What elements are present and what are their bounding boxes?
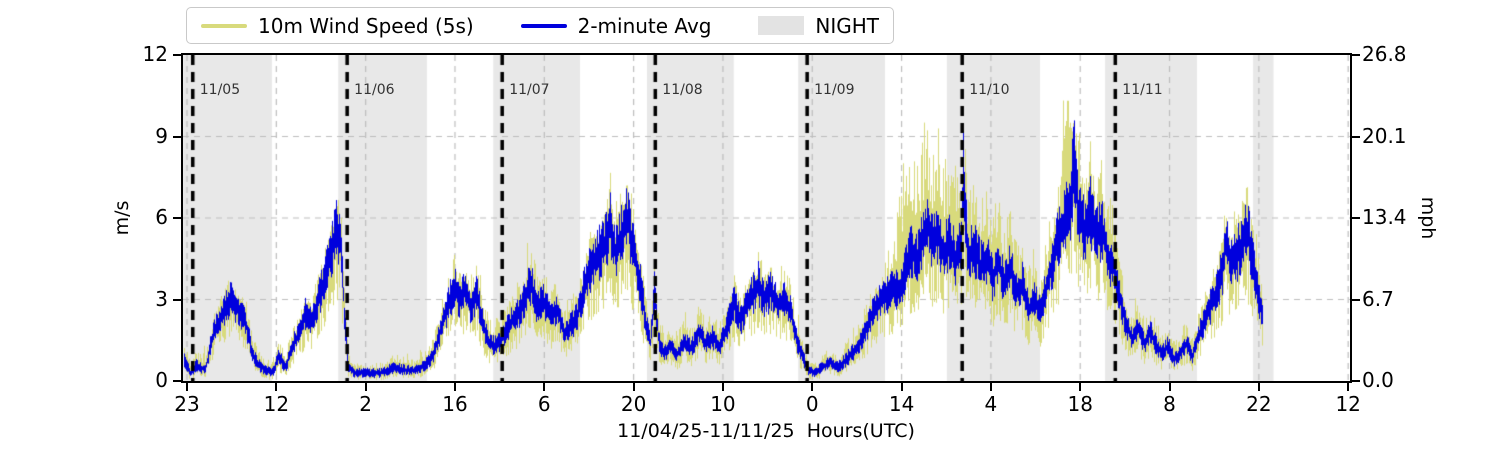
y-tick-mark-left xyxy=(173,217,181,219)
x-tick-mark xyxy=(811,383,814,391)
x-tick-label: 23 xyxy=(174,392,200,416)
date-annotation: 11/07 xyxy=(509,82,550,98)
x-tick-label: 10 xyxy=(710,392,736,416)
y-tick-mark-left xyxy=(173,54,181,56)
x-tick-label: 22 xyxy=(1246,392,1272,416)
y-tick-mark-right xyxy=(1352,54,1360,56)
y-tick-mark-right xyxy=(1352,217,1360,219)
x-tick-label: 2 xyxy=(359,392,373,416)
date-annotation: 11/11 xyxy=(1122,82,1163,98)
legend-label: 2-minute Avg xyxy=(577,13,712,38)
x-tick-mark xyxy=(543,383,546,391)
x-tick-label: 6 xyxy=(537,392,551,416)
x-tick-label: 12 xyxy=(263,392,290,416)
y-tick-mark-right xyxy=(1352,135,1360,138)
wind-speed-plot-canvas xyxy=(183,55,1350,381)
y-tick-label-right: 6.7 xyxy=(1362,286,1394,311)
x-tick-mark xyxy=(632,383,635,391)
x-tick-label: 18 xyxy=(1067,392,1093,416)
y-tick-label-right: 0.0 xyxy=(1362,368,1394,392)
x-tick-mark xyxy=(186,383,189,391)
date-annotation: 11/09 xyxy=(814,82,855,98)
x-tick-mark xyxy=(1079,383,1082,391)
y-tick-label-right: 20.1 xyxy=(1362,123,1407,148)
x-tick-mark xyxy=(900,383,903,391)
series-line-swatch xyxy=(520,23,567,28)
legend-label: NIGHT xyxy=(815,13,879,38)
y-tick-label-left: 0 xyxy=(155,368,168,392)
series-line-swatch xyxy=(201,23,247,28)
legend-item-1: 2-minute Avg xyxy=(520,13,712,38)
y-tick-mark-left xyxy=(173,135,181,138)
x-tick-label: 20 xyxy=(620,392,647,416)
date-annotation: 11/06 xyxy=(354,82,395,98)
x-tick-label: 16 xyxy=(442,392,468,416)
x-tick-mark xyxy=(1257,383,1260,391)
x-tick-mark xyxy=(721,383,724,391)
x-tick-label: 8 xyxy=(1163,392,1176,416)
x-tick-mark xyxy=(989,383,992,391)
x-tick-mark xyxy=(275,383,278,391)
y-tick-label-left: 6 xyxy=(155,205,168,229)
y-tick-label-right: 13.4 xyxy=(1362,205,1407,229)
y-tick-mark-right xyxy=(1352,298,1360,301)
y-tick-label-right: 26.8 xyxy=(1362,42,1407,66)
x-tick-mark xyxy=(453,383,456,391)
x-tick-label: 12 xyxy=(1335,392,1361,416)
legend-item-2: NIGHT xyxy=(758,14,879,38)
x-tick-mark xyxy=(1347,383,1350,391)
y-axis-label-right: mph xyxy=(1417,196,1439,240)
y-tick-mark-left xyxy=(173,298,181,301)
plot-border xyxy=(181,53,1352,383)
chart-legend: 10m Wind Speed (5s) 2-minute Avg NIGHT xyxy=(186,7,894,44)
legend-label: 10m Wind Speed (5s) xyxy=(258,13,474,38)
x-axis-title: 11/04/25-11/11/25 Hours(UTC) xyxy=(617,420,915,442)
y-tick-label-left: 3 xyxy=(155,286,168,311)
y-tick-label-left: 12 xyxy=(142,42,168,66)
x-tick-label: 4 xyxy=(984,392,998,416)
date-annotation: 11/05 xyxy=(199,82,241,98)
x-tick-label: 0 xyxy=(805,392,819,416)
y-tick-label-left: 9 xyxy=(155,123,168,148)
y-tick-mark-left xyxy=(173,380,181,382)
legend-item-0: 10m Wind Speed (5s) xyxy=(201,14,474,38)
y-tick-mark-right xyxy=(1352,380,1360,382)
date-annotation: 11/08 xyxy=(662,82,703,98)
night-patch-swatch xyxy=(758,16,805,35)
date-annotation: 11/10 xyxy=(969,82,1010,98)
x-tick-mark xyxy=(364,383,367,391)
x-tick-mark xyxy=(1168,383,1171,391)
x-tick-label: 14 xyxy=(888,392,915,416)
